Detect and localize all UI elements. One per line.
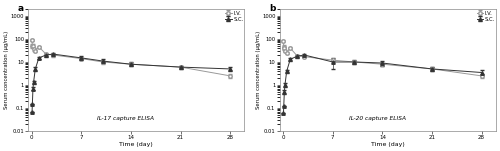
Y-axis label: Serum concentration (μg/mL): Serum concentration (μg/mL) [4,31,9,109]
X-axis label: Time (day): Time (day) [371,142,404,147]
Legend: I.V., S.C.: I.V., S.C. [224,10,244,22]
X-axis label: Time (day): Time (day) [120,142,153,147]
Text: a: a [18,4,24,13]
Y-axis label: Serum concentration (μg/mL): Serum concentration (μg/mL) [256,31,260,109]
Legend: I.V., S.C.: I.V., S.C. [476,10,496,22]
Text: b: b [269,4,275,13]
Text: IL-20 capture ELISA: IL-20 capture ELISA [349,116,406,122]
Text: IL-17 capture ELISA: IL-17 capture ELISA [98,116,154,122]
